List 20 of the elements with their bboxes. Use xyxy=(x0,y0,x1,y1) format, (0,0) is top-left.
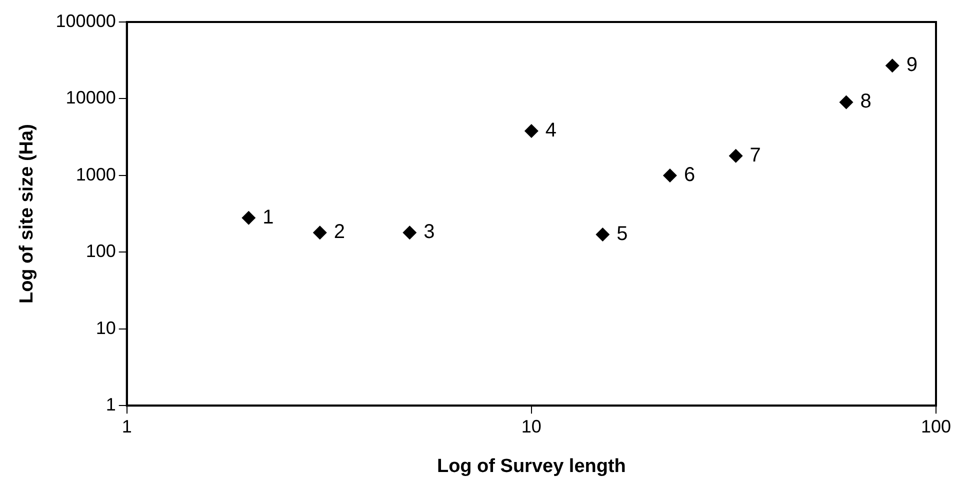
annotation: 6 xyxy=(684,164,696,186)
x-axis-title: Log of Survey length xyxy=(436,456,626,477)
y-tick-label: 100 xyxy=(86,241,116,262)
annotation: 2 xyxy=(334,221,346,244)
x-tick-label: 10 xyxy=(521,416,542,436)
annotation: 4 xyxy=(545,119,557,142)
y-axis-title: Log of site size (Ha) xyxy=(16,124,38,304)
annotation: 8 xyxy=(860,90,872,113)
y-tick-label: 10000 xyxy=(66,88,116,108)
y-tick-label: 100000 xyxy=(56,10,116,31)
y-tick-label: 10 xyxy=(96,318,116,338)
annotation: 5 xyxy=(616,222,628,245)
x-tick-label: 1 xyxy=(122,416,132,436)
annotation: 7 xyxy=(750,144,761,166)
annotation: 9 xyxy=(906,54,918,76)
y-tick-label: 1000 xyxy=(76,164,116,184)
x-tick-label: 100 xyxy=(920,416,952,436)
y-tick-label: 1 xyxy=(106,394,116,415)
annotation: 1 xyxy=(262,206,274,228)
annotation: 3 xyxy=(424,221,435,244)
